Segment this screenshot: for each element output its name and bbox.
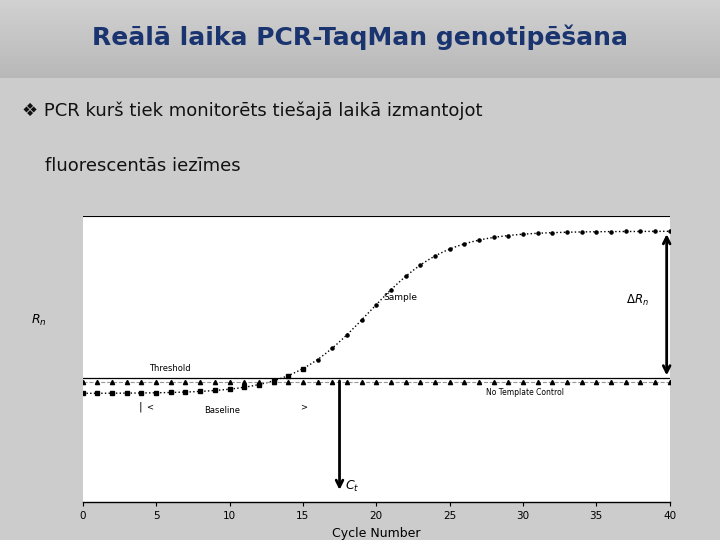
Bar xyxy=(0,31,720,32)
Text: No Template Control: No Template Control xyxy=(486,388,564,397)
Bar xyxy=(0,15,720,16)
Bar xyxy=(0,57,720,58)
Bar xyxy=(0,62,720,63)
Bar xyxy=(0,5,720,6)
Bar xyxy=(0,68,720,69)
Bar xyxy=(0,4,720,5)
Bar xyxy=(0,69,720,70)
Text: ❖ PCR kurš tiek monitorēts tiešajā laikā izmantojot: ❖ PCR kurš tiek monitorēts tiešajā laikā… xyxy=(22,102,482,120)
Bar xyxy=(0,29,720,30)
Bar xyxy=(0,51,720,52)
Bar xyxy=(0,39,720,40)
Bar xyxy=(0,59,720,60)
Bar xyxy=(0,71,720,72)
Bar xyxy=(0,77,720,78)
Bar xyxy=(0,60,720,61)
Text: >: > xyxy=(300,402,307,411)
Bar xyxy=(0,65,720,66)
Bar xyxy=(0,56,720,57)
Bar xyxy=(0,50,720,51)
Text: |: | xyxy=(138,402,142,412)
Bar xyxy=(0,54,720,55)
Bar xyxy=(0,52,720,53)
Bar xyxy=(0,17,720,18)
Bar xyxy=(0,6,720,7)
Bar xyxy=(0,43,720,44)
X-axis label: Cycle Number: Cycle Number xyxy=(332,527,420,540)
Text: Baseline: Baseline xyxy=(204,406,240,415)
Text: $R_n$: $R_n$ xyxy=(32,313,47,328)
Bar xyxy=(0,21,720,22)
Bar xyxy=(0,61,720,62)
Bar xyxy=(0,48,720,49)
Bar xyxy=(0,18,720,19)
Bar xyxy=(0,26,720,28)
Bar xyxy=(0,28,720,29)
Bar xyxy=(0,12,720,14)
Bar xyxy=(0,24,720,25)
Bar xyxy=(0,63,720,64)
Bar xyxy=(0,75,720,76)
Bar xyxy=(0,7,720,8)
Bar xyxy=(0,23,720,24)
Bar xyxy=(0,22,720,23)
Bar xyxy=(0,10,720,11)
Bar xyxy=(0,49,720,50)
Bar xyxy=(0,66,720,68)
Bar xyxy=(0,32,720,33)
Bar xyxy=(0,0,720,1)
Text: $\Delta R_n$: $\Delta R_n$ xyxy=(626,293,649,308)
Text: Reālā laika PCR-TaqMan genotipēšana: Reālā laika PCR-TaqMan genotipēšana xyxy=(92,25,628,50)
Bar xyxy=(0,19,720,21)
Bar xyxy=(0,42,720,43)
Bar xyxy=(0,3,720,4)
Bar xyxy=(0,72,720,73)
Bar xyxy=(0,40,720,42)
Bar xyxy=(0,37,720,38)
Bar xyxy=(0,33,720,35)
Text: Sample: Sample xyxy=(384,293,418,302)
Text: <: < xyxy=(146,402,153,411)
Bar xyxy=(0,47,720,48)
Text: Threshold: Threshold xyxy=(149,363,190,373)
Bar xyxy=(0,16,720,17)
Bar xyxy=(0,1,720,2)
Bar xyxy=(0,70,720,71)
Bar xyxy=(0,36,720,37)
Bar xyxy=(0,44,720,45)
Bar xyxy=(0,38,720,39)
Bar xyxy=(0,73,720,75)
Bar xyxy=(0,58,720,59)
Bar xyxy=(0,55,720,56)
Bar xyxy=(0,76,720,77)
Bar xyxy=(0,53,720,54)
Text: $C_t$: $C_t$ xyxy=(346,480,360,495)
Bar xyxy=(0,25,720,26)
Bar xyxy=(0,30,720,31)
Bar xyxy=(0,9,720,10)
Bar xyxy=(0,14,720,15)
Bar xyxy=(0,8,720,9)
Bar xyxy=(0,70,720,71)
Bar xyxy=(0,64,720,65)
Bar xyxy=(0,2,720,3)
Bar xyxy=(0,45,720,46)
Bar xyxy=(0,35,720,36)
Text: fluorescentās iezīmes: fluorescentās iezīmes xyxy=(22,157,240,175)
Bar xyxy=(0,11,720,12)
Bar xyxy=(0,46,720,47)
